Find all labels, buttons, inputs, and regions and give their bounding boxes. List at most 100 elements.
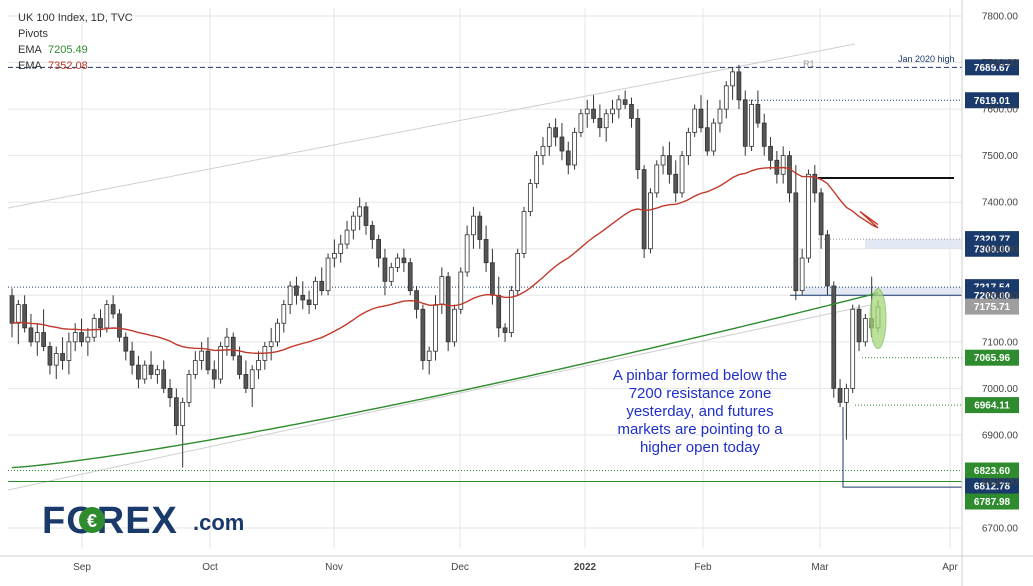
candle-body (338, 243, 344, 254)
candle-body (344, 229, 350, 245)
channel-upper-line (7, 43, 856, 209)
x-tick-label: Mar (811, 562, 829, 573)
candle-body (458, 271, 464, 310)
candle-body (711, 122, 717, 152)
candle-body (616, 99, 622, 110)
annotation-line: 7200 resistance zone (629, 385, 772, 402)
candle-body (395, 257, 400, 268)
candle-layer (9, 64, 881, 468)
price-badge (965, 397, 1019, 414)
candle-body (53, 353, 59, 366)
candle-body (104, 304, 110, 329)
candle-body (230, 336, 236, 357)
candle-body (483, 239, 489, 264)
candle-body (553, 127, 558, 138)
candle-body (136, 364, 141, 380)
candle-body (654, 164, 660, 194)
candle-body (79, 332, 84, 343)
channel-lower-line (7, 304, 871, 491)
y-tick-label: 7700.00 (982, 58, 1019, 69)
y-tick-label: 7500.00 (982, 151, 1019, 162)
y-tick-label: 6700.00 (982, 524, 1019, 535)
candle-body (471, 215, 476, 236)
candle-body (407, 262, 413, 292)
y-tick-label: 6900.00 (982, 430, 1019, 441)
x-tick-label: 2022 (574, 562, 597, 573)
candle-body (559, 136, 565, 152)
candle-body (110, 304, 116, 315)
r1-label: R1 (803, 59, 815, 69)
candle-body (300, 294, 306, 301)
candle-body (730, 71, 735, 87)
candle-body (831, 285, 837, 389)
grid-layer (8, 8, 962, 548)
forex-logo: FOREX € .com (42, 500, 244, 542)
logo-coin-glyph: € (87, 511, 97, 531)
candle-body (509, 290, 514, 333)
x-axis: Sep Oct Nov Dec 2022 Feb Mar Apr (0, 555, 1033, 573)
candle-body (167, 387, 173, 399)
candle-body (496, 294, 502, 329)
candle-body (357, 206, 363, 217)
price-badge (965, 462, 1019, 479)
candle-body (243, 374, 249, 389)
resistance-zone-7200 (803, 287, 962, 297)
candle-body (382, 257, 388, 282)
candle-body (98, 318, 103, 329)
candle-body (464, 234, 470, 273)
candle-body (825, 234, 830, 287)
y-tick-label: 7000.00 (982, 384, 1019, 395)
candle-body (15, 304, 21, 324)
candle-body (787, 155, 792, 194)
candle-body (256, 360, 261, 371)
candle-body (117, 313, 122, 338)
candle-body (761, 122, 767, 147)
price-badge-label: 6812.78 (974, 482, 1011, 493)
y-tick-label: 7300.00 (982, 244, 1019, 255)
candle-body (148, 364, 154, 375)
candle-body (155, 369, 160, 375)
candle-body (723, 85, 729, 110)
candle-body (837, 387, 843, 403)
candle-body (275, 322, 280, 343)
candle-body (844, 387, 849, 403)
y-tick-label: 7400.00 (982, 198, 1019, 209)
candle-body (452, 308, 457, 343)
candle-body (85, 336, 91, 343)
annotation-text: A pinbar formed below the 7200 resistance… (613, 367, 787, 456)
logo-text: FOREX (42, 500, 178, 542)
candle-body (490, 262, 495, 296)
price-badge-label: 7200.00 (974, 291, 1011, 302)
candle-body (749, 104, 754, 147)
candle-body (629, 104, 634, 119)
candle-body (414, 290, 419, 310)
ema-fast-line (11, 292, 879, 469)
ema-fast-value: 7205.49 (48, 44, 88, 56)
candle-body (192, 360, 198, 375)
candle-body (205, 350, 211, 371)
candle-body (66, 341, 72, 361)
candle-body (565, 150, 571, 166)
price-badge-label: 7619.01 (974, 96, 1011, 107)
candle-body (660, 155, 666, 166)
price-badge (965, 59, 1019, 76)
candle-body (793, 192, 799, 292)
price-badge (965, 298, 1019, 315)
annotation-line: higher open today (640, 439, 761, 456)
candle-body (91, 318, 97, 338)
candle-body (635, 118, 641, 171)
candle-body (22, 304, 28, 329)
candle-body (41, 332, 46, 347)
candle-body (502, 327, 508, 333)
candle-body (572, 131, 577, 166)
price-badge-label: 6823.60 (974, 466, 1011, 477)
candle-body (679, 155, 685, 194)
price-badge (965, 493, 1019, 510)
candle-body (439, 276, 445, 306)
candle-body (332, 253, 337, 259)
y-axis: 6700.00 6800.00 6900.00 7000.00 7100.00 7200.… (961, 0, 1019, 586)
candle-body (673, 173, 679, 194)
candle-body (812, 173, 818, 194)
